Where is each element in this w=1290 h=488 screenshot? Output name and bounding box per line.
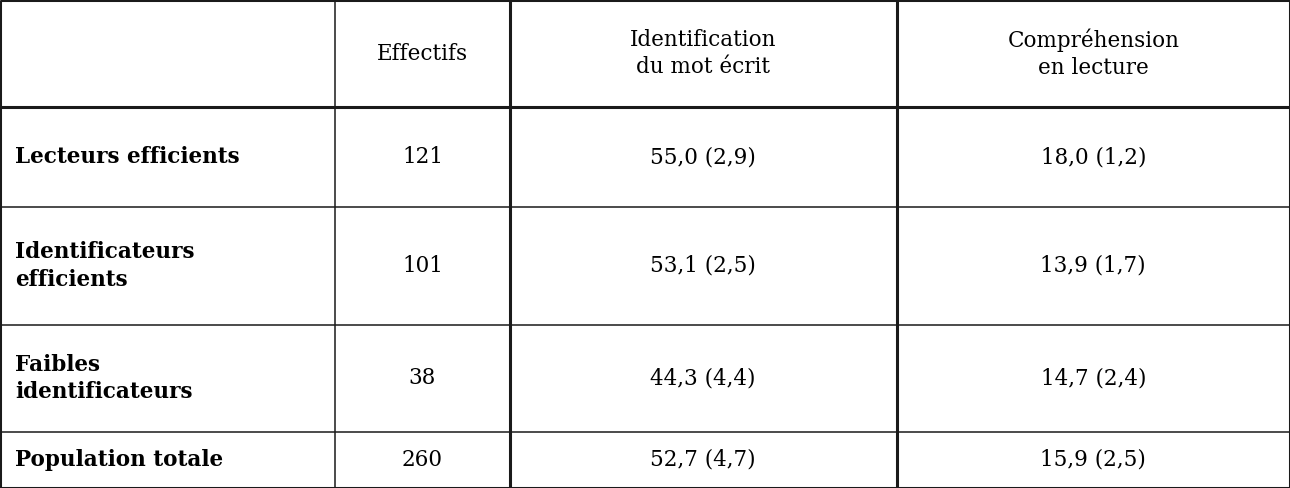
Text: Faibles
identificateurs: Faibles identificateurs	[15, 354, 193, 403]
Text: 38: 38	[409, 367, 436, 389]
Text: 18,0 (1,2): 18,0 (1,2)	[1041, 146, 1146, 168]
Text: 44,3 (4,4): 44,3 (4,4)	[650, 367, 756, 389]
Text: Population totale: Population totale	[15, 449, 223, 471]
Text: Compréhension
en lecture: Compréhension en lecture	[1007, 28, 1179, 79]
Text: Lecteurs efficients: Lecteurs efficients	[15, 146, 240, 168]
Text: 13,9 (1,7): 13,9 (1,7)	[1041, 255, 1146, 277]
Text: 52,7 (4,7): 52,7 (4,7)	[650, 449, 756, 471]
Text: Identification
du mot écrit: Identification du mot écrit	[630, 29, 777, 78]
Text: 53,1 (2,5): 53,1 (2,5)	[650, 255, 756, 277]
Text: 260: 260	[402, 449, 442, 471]
Text: Identificateurs
efficients: Identificateurs efficients	[15, 242, 195, 290]
Text: 55,0 (2,9): 55,0 (2,9)	[650, 146, 756, 168]
Text: 14,7 (2,4): 14,7 (2,4)	[1041, 367, 1146, 389]
Text: 121: 121	[402, 146, 442, 168]
Text: 101: 101	[402, 255, 442, 277]
Text: Effectifs: Effectifs	[377, 42, 468, 65]
Text: 15,9 (2,5): 15,9 (2,5)	[1040, 449, 1147, 471]
